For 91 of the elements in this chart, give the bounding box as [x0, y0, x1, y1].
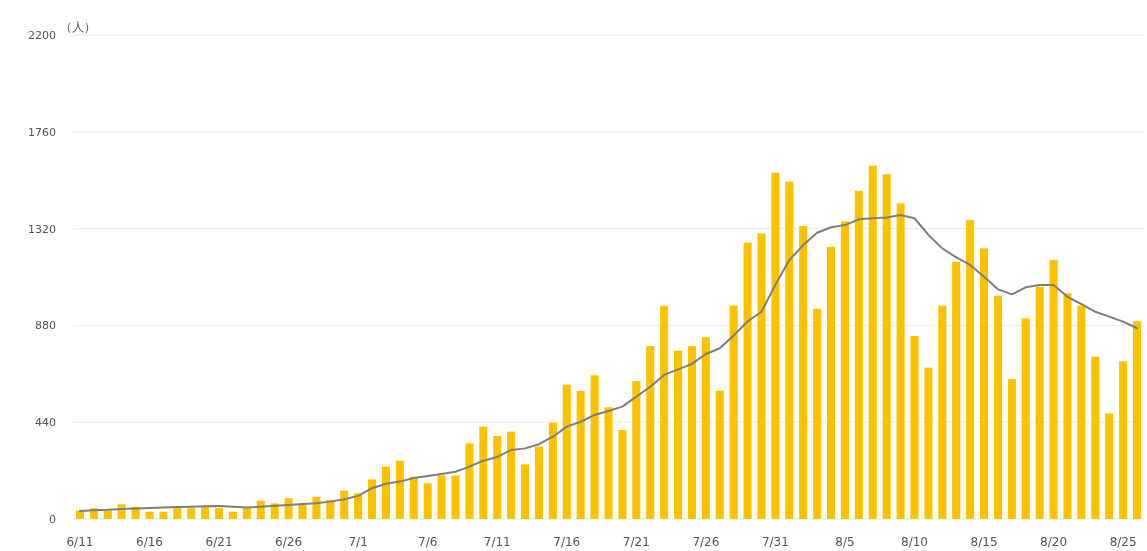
bar: [896, 203, 905, 519]
bar: [1077, 305, 1086, 519]
bar: [966, 220, 975, 519]
y-tick-label: 1320: [28, 222, 56, 236]
bar: [674, 350, 683, 519]
bar: [465, 443, 474, 519]
x-tick-label: 7/11: [483, 535, 511, 549]
bar: [980, 248, 989, 519]
bar: [993, 295, 1002, 519]
bar: [910, 335, 919, 519]
bar: [924, 367, 933, 519]
x-tick-label: 7/6: [418, 535, 438, 549]
bar: [354, 493, 363, 519]
bar: [493, 436, 502, 519]
bar: [604, 407, 613, 519]
bar: [938, 305, 947, 519]
x-tick-label: 8/10: [901, 535, 928, 549]
bar: [284, 498, 293, 519]
bar: [215, 508, 224, 519]
x-tick-label: 8/25: [1109, 535, 1137, 549]
x-tick-label: 6/26: [275, 535, 303, 549]
bar: [952, 261, 961, 519]
y-axis-title: （人）: [60, 20, 96, 34]
bar: [395, 460, 404, 519]
bar: [799, 225, 808, 519]
bar: [187, 508, 196, 519]
bar: [381, 466, 390, 519]
bar: [687, 346, 696, 519]
x-tick-label: 7/31: [761, 535, 789, 549]
bar: [548, 422, 557, 519]
bar: [771, 172, 780, 519]
bar: [1119, 361, 1128, 519]
bar: [576, 390, 585, 519]
y-tick-label: 880: [35, 319, 56, 333]
x-tick-label: 8/20: [1040, 535, 1068, 549]
bar: [145, 511, 154, 519]
bar: [868, 165, 877, 519]
bar: [423, 483, 432, 519]
bar: [854, 190, 863, 519]
x-tick-label: 6/21: [205, 535, 233, 549]
bar: [660, 305, 669, 519]
bar: [729, 305, 738, 519]
bar: [785, 181, 794, 519]
x-tick-label: 8/5: [835, 535, 855, 549]
bar: [840, 221, 849, 519]
bar: [201, 506, 210, 519]
bar: [1007, 379, 1016, 519]
bar: [1049, 260, 1058, 519]
bar: [757, 233, 766, 519]
bar: [242, 508, 251, 519]
bar: [882, 174, 891, 519]
bar: [646, 346, 655, 519]
y-tick-label: 0: [49, 513, 56, 526]
x-tick-label: 7/16: [553, 535, 581, 549]
x-tick-label: 8/15: [970, 535, 998, 549]
y-tick-label: 2200: [28, 29, 56, 42]
bar: [340, 490, 349, 519]
bar: [827, 246, 836, 519]
y-tick-label: 1760: [28, 125, 56, 139]
bar: [1021, 318, 1030, 519]
bar: [521, 464, 530, 519]
bar: [409, 476, 418, 519]
y-tick-label: 440: [35, 416, 56, 430]
bar: [618, 429, 627, 519]
bar: [813, 308, 822, 519]
bar: [562, 384, 571, 519]
x-tick-label: 7/21: [622, 535, 650, 549]
line-series: [78, 213, 1139, 513]
x-tick-label: 6/11: [66, 535, 94, 549]
x-tick-label: 6/16: [136, 535, 163, 549]
bar: [1105, 413, 1114, 519]
x-tick-label: 7/26: [692, 535, 720, 549]
bar: [590, 375, 599, 519]
bar: [534, 446, 543, 519]
bar: [437, 475, 446, 519]
bar: [451, 475, 460, 519]
bar: [368, 479, 377, 519]
bar: [103, 510, 112, 519]
x-tick-label: 7/1: [348, 535, 368, 549]
bar: [1091, 356, 1100, 519]
bar: [701, 337, 710, 519]
bar: [715, 390, 724, 519]
bar: [228, 511, 237, 519]
bar: [1035, 286, 1044, 519]
bar: [159, 511, 168, 519]
bar: [479, 426, 488, 519]
bar: [507, 431, 516, 519]
bar: [632, 381, 641, 519]
bar: [1063, 293, 1072, 519]
bar: [1133, 321, 1142, 519]
bar: [743, 242, 752, 519]
